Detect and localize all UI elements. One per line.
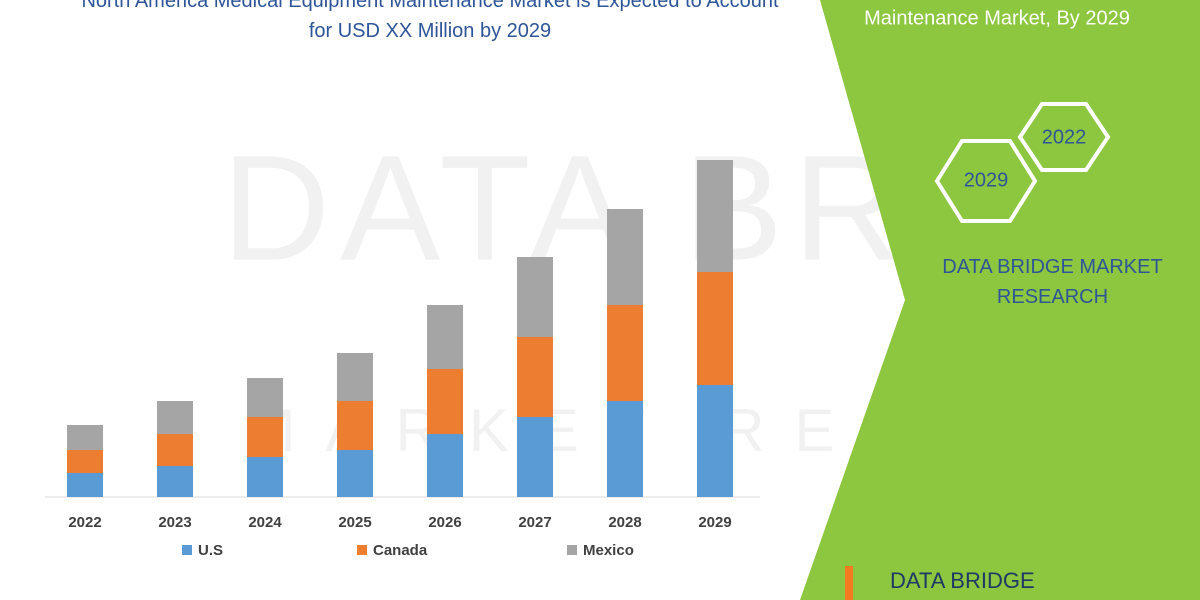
- bar-segment: [517, 417, 553, 497]
- bar-segment: [247, 457, 283, 497]
- bar-segment: [607, 209, 643, 305]
- x-tick-label: 2026: [428, 514, 461, 531]
- bar-segment: [517, 257, 553, 337]
- bar-segment: [157, 466, 193, 497]
- bar-segment: [337, 353, 373, 401]
- x-tick-label: 2022: [68, 514, 101, 531]
- bar-segment: [517, 337, 553, 417]
- bar-segment: [67, 473, 103, 497]
- bar-segment: [697, 385, 733, 497]
- x-tick-label: 2029: [698, 514, 731, 531]
- bar-segment: [427, 434, 463, 497]
- legend-label: U.S: [198, 542, 223, 559]
- badge: 2029: [964, 169, 1009, 191]
- x-tick-label: 2028: [608, 514, 641, 531]
- bar-segment: [67, 450, 103, 473]
- logo: DATA BRIDGE: [890, 568, 1035, 593]
- logo-icon: [845, 566, 853, 600]
- bar-segment: [157, 434, 193, 466]
- x-tick-label: 2027: [518, 514, 551, 531]
- bar-segment: [247, 417, 283, 457]
- x-tick-label: 2023: [158, 514, 191, 531]
- bar-segment: [337, 401, 373, 450]
- brand-box: DATA BRIDGE MARKET RESEARCH: [942, 256, 1163, 308]
- bar-segment: [607, 305, 643, 401]
- bar-segment: [697, 272, 733, 385]
- hexagon: [1017, 102, 1111, 172]
- bar-segment: [247, 378, 283, 417]
- bar-segment: [427, 369, 463, 434]
- brand: DATA BRIDGE MARKET RESEARCH: [942, 256, 1163, 308]
- side-heading: Maintenance Market, By 2029: [864, 7, 1130, 29]
- bar-segment: [157, 401, 193, 434]
- bar-segment: [427, 305, 463, 369]
- legend-label: Mexico: [583, 542, 634, 559]
- bar-segment: [607, 401, 643, 497]
- bar-segment: [697, 160, 733, 272]
- x-tick-label: 2024: [248, 514, 282, 531]
- hexagon: [934, 139, 1038, 223]
- legend-swatch: [567, 545, 577, 555]
- badge: 2022: [1042, 126, 1087, 148]
- title-box: North America Medical Equipment Maintena…: [81, 0, 779, 42]
- legend-label: Canada: [373, 542, 428, 559]
- x-tick-label: 2025: [338, 514, 371, 531]
- bar-segment: [67, 425, 103, 450]
- legend-swatch: [182, 545, 192, 555]
- chart-title: North America Medical Equipment Maintena…: [81, 0, 779, 42]
- bar-segment: [337, 450, 373, 497]
- legend-swatch: [357, 545, 367, 555]
